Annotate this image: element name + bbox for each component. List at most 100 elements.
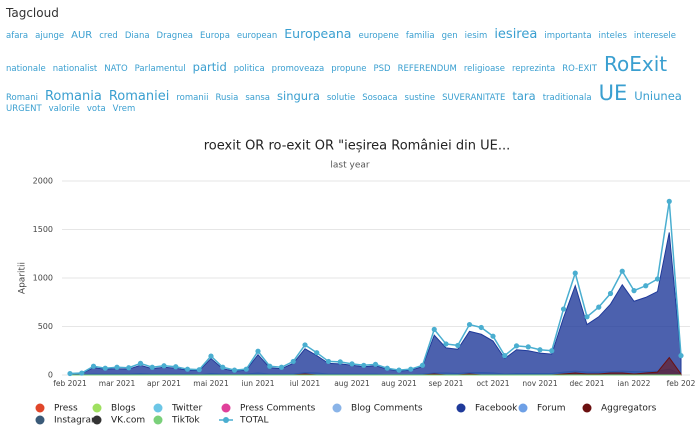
tag[interactable]: solutie xyxy=(326,93,356,103)
total-point xyxy=(79,370,85,376)
tag[interactable]: Romani xyxy=(6,93,38,103)
tag[interactable]: UE xyxy=(598,81,628,105)
tag[interactable]: SUVERANITATE xyxy=(442,93,506,103)
tag[interactable]: reprezinta xyxy=(511,64,556,74)
tag[interactable]: Europeana xyxy=(284,26,352,41)
tag[interactable]: iesirea xyxy=(494,27,538,42)
tag[interactable]: Romania xyxy=(44,89,102,104)
legend-marker xyxy=(221,403,231,413)
legend-item[interactable]: Forum xyxy=(518,403,566,414)
tag[interactable]: importanta xyxy=(544,31,592,41)
tag[interactable]: RO-EXIT xyxy=(562,64,597,74)
tag[interactable]: interesele xyxy=(633,31,676,41)
tag[interactable]: familia xyxy=(405,31,435,41)
x-tick-label: aug 2021 xyxy=(381,379,417,388)
total-point xyxy=(196,367,202,373)
tag[interactable]: REFERENDUM xyxy=(397,64,457,74)
legend-item[interactable]: TikTok xyxy=(153,415,201,426)
tag[interactable]: Romaniei xyxy=(108,89,170,104)
tag[interactable]: european xyxy=(236,31,278,41)
tag[interactable]: politica xyxy=(233,64,265,74)
tag[interactable]: Diana xyxy=(124,31,150,41)
series-area xyxy=(69,232,682,376)
total-point xyxy=(302,342,308,348)
tag[interactable]: iesim xyxy=(464,31,488,41)
tag[interactable]: ajunge xyxy=(35,31,65,41)
x-tick-label: dec 2021 xyxy=(570,379,605,388)
legend-marker xyxy=(332,403,342,413)
legend-marker xyxy=(153,403,163,413)
tag[interactable]: URGENT xyxy=(6,104,42,114)
legend-item[interactable]: Press xyxy=(35,403,78,414)
total-point xyxy=(537,347,543,353)
total-point xyxy=(478,324,484,331)
y-tick-label: 2000 xyxy=(33,177,53,186)
tag[interactable]: tara xyxy=(512,89,536,103)
x-tick-label: feb 202 xyxy=(667,379,696,388)
tag[interactable]: Dragnea xyxy=(156,31,194,41)
legend-item[interactable]: Facebook xyxy=(456,403,519,414)
tag[interactable]: Sosoaca xyxy=(362,93,398,103)
tag[interactable]: afara xyxy=(6,31,29,41)
legend-item[interactable]: Blogs xyxy=(92,403,136,414)
tag[interactable]: promoveaza xyxy=(271,64,325,74)
tag[interactable]: sustine xyxy=(404,93,436,103)
legend-label: Press xyxy=(54,404,78,414)
total-point xyxy=(654,276,661,282)
total-point xyxy=(631,288,637,294)
x-tick-label: aug 2021 xyxy=(334,379,370,388)
chart-subtitle: last year xyxy=(330,161,369,171)
tag[interactable]: Uniunea xyxy=(634,89,682,103)
total-point xyxy=(361,362,367,368)
tag[interactable]: religioase xyxy=(463,64,505,74)
total-point xyxy=(290,358,296,365)
legend-item[interactable]: TOTAL xyxy=(219,416,269,426)
total-point xyxy=(314,350,320,356)
legend-item[interactable]: Aggregators xyxy=(582,403,657,414)
x-tick-label: oct 2021 xyxy=(476,379,509,388)
x-tick-label: nov 2021 xyxy=(522,379,557,388)
tag[interactable]: RoExit xyxy=(604,52,668,76)
tag[interactable]: Parlamentul xyxy=(134,64,186,74)
tag[interactable]: NATO xyxy=(104,64,128,74)
legend-item[interactable]: Blog Comments xyxy=(332,403,423,414)
tag[interactable]: europene xyxy=(358,31,399,41)
total-point xyxy=(137,360,144,366)
x-tick-label: mar 2021 xyxy=(99,379,136,388)
tag[interactable]: traditionala xyxy=(542,93,592,103)
total-point xyxy=(173,364,179,370)
x-tick-label: mai 2021 xyxy=(193,379,229,388)
total-point xyxy=(384,365,390,371)
legend-item[interactable]: VK.com xyxy=(92,415,146,426)
tag[interactable]: inteles xyxy=(598,31,627,41)
tag[interactable]: AUR xyxy=(71,30,93,41)
tag[interactable]: gen xyxy=(441,31,458,41)
tag[interactable]: propune xyxy=(331,64,367,74)
tag[interactable]: vota xyxy=(86,104,106,114)
y-tick-label: 1500 xyxy=(33,225,53,234)
tag[interactable]: romanii xyxy=(176,93,209,103)
tag[interactable]: cred xyxy=(99,31,118,41)
tag[interactable]: nationale xyxy=(6,64,46,74)
tag[interactable]: singura xyxy=(277,89,320,103)
total-point xyxy=(372,361,379,367)
total-point xyxy=(67,370,73,377)
legend-item[interactable]: Instagram xyxy=(35,415,100,426)
tag[interactable]: Vrem xyxy=(112,104,136,114)
legend-item[interactable]: Twitter xyxy=(153,403,203,414)
tag-row: URGENT valorile vota Vrem xyxy=(6,104,135,114)
tag[interactable]: sansa xyxy=(245,93,271,103)
total-point xyxy=(455,342,461,349)
tag[interactable]: PSD xyxy=(373,64,391,74)
tag[interactable]: partid xyxy=(192,60,227,74)
total-point xyxy=(596,304,602,310)
legend-label: Twitter xyxy=(171,404,202,414)
tag[interactable]: Europa xyxy=(200,31,230,41)
total-point xyxy=(490,333,496,339)
tag[interactable]: Rusia xyxy=(215,93,239,103)
total-point xyxy=(184,366,191,372)
tag[interactable]: valorile xyxy=(48,104,80,114)
tag[interactable]: nationalist xyxy=(52,64,98,74)
total-point xyxy=(231,367,238,373)
legend-item[interactable]: Press Comments xyxy=(221,403,316,414)
